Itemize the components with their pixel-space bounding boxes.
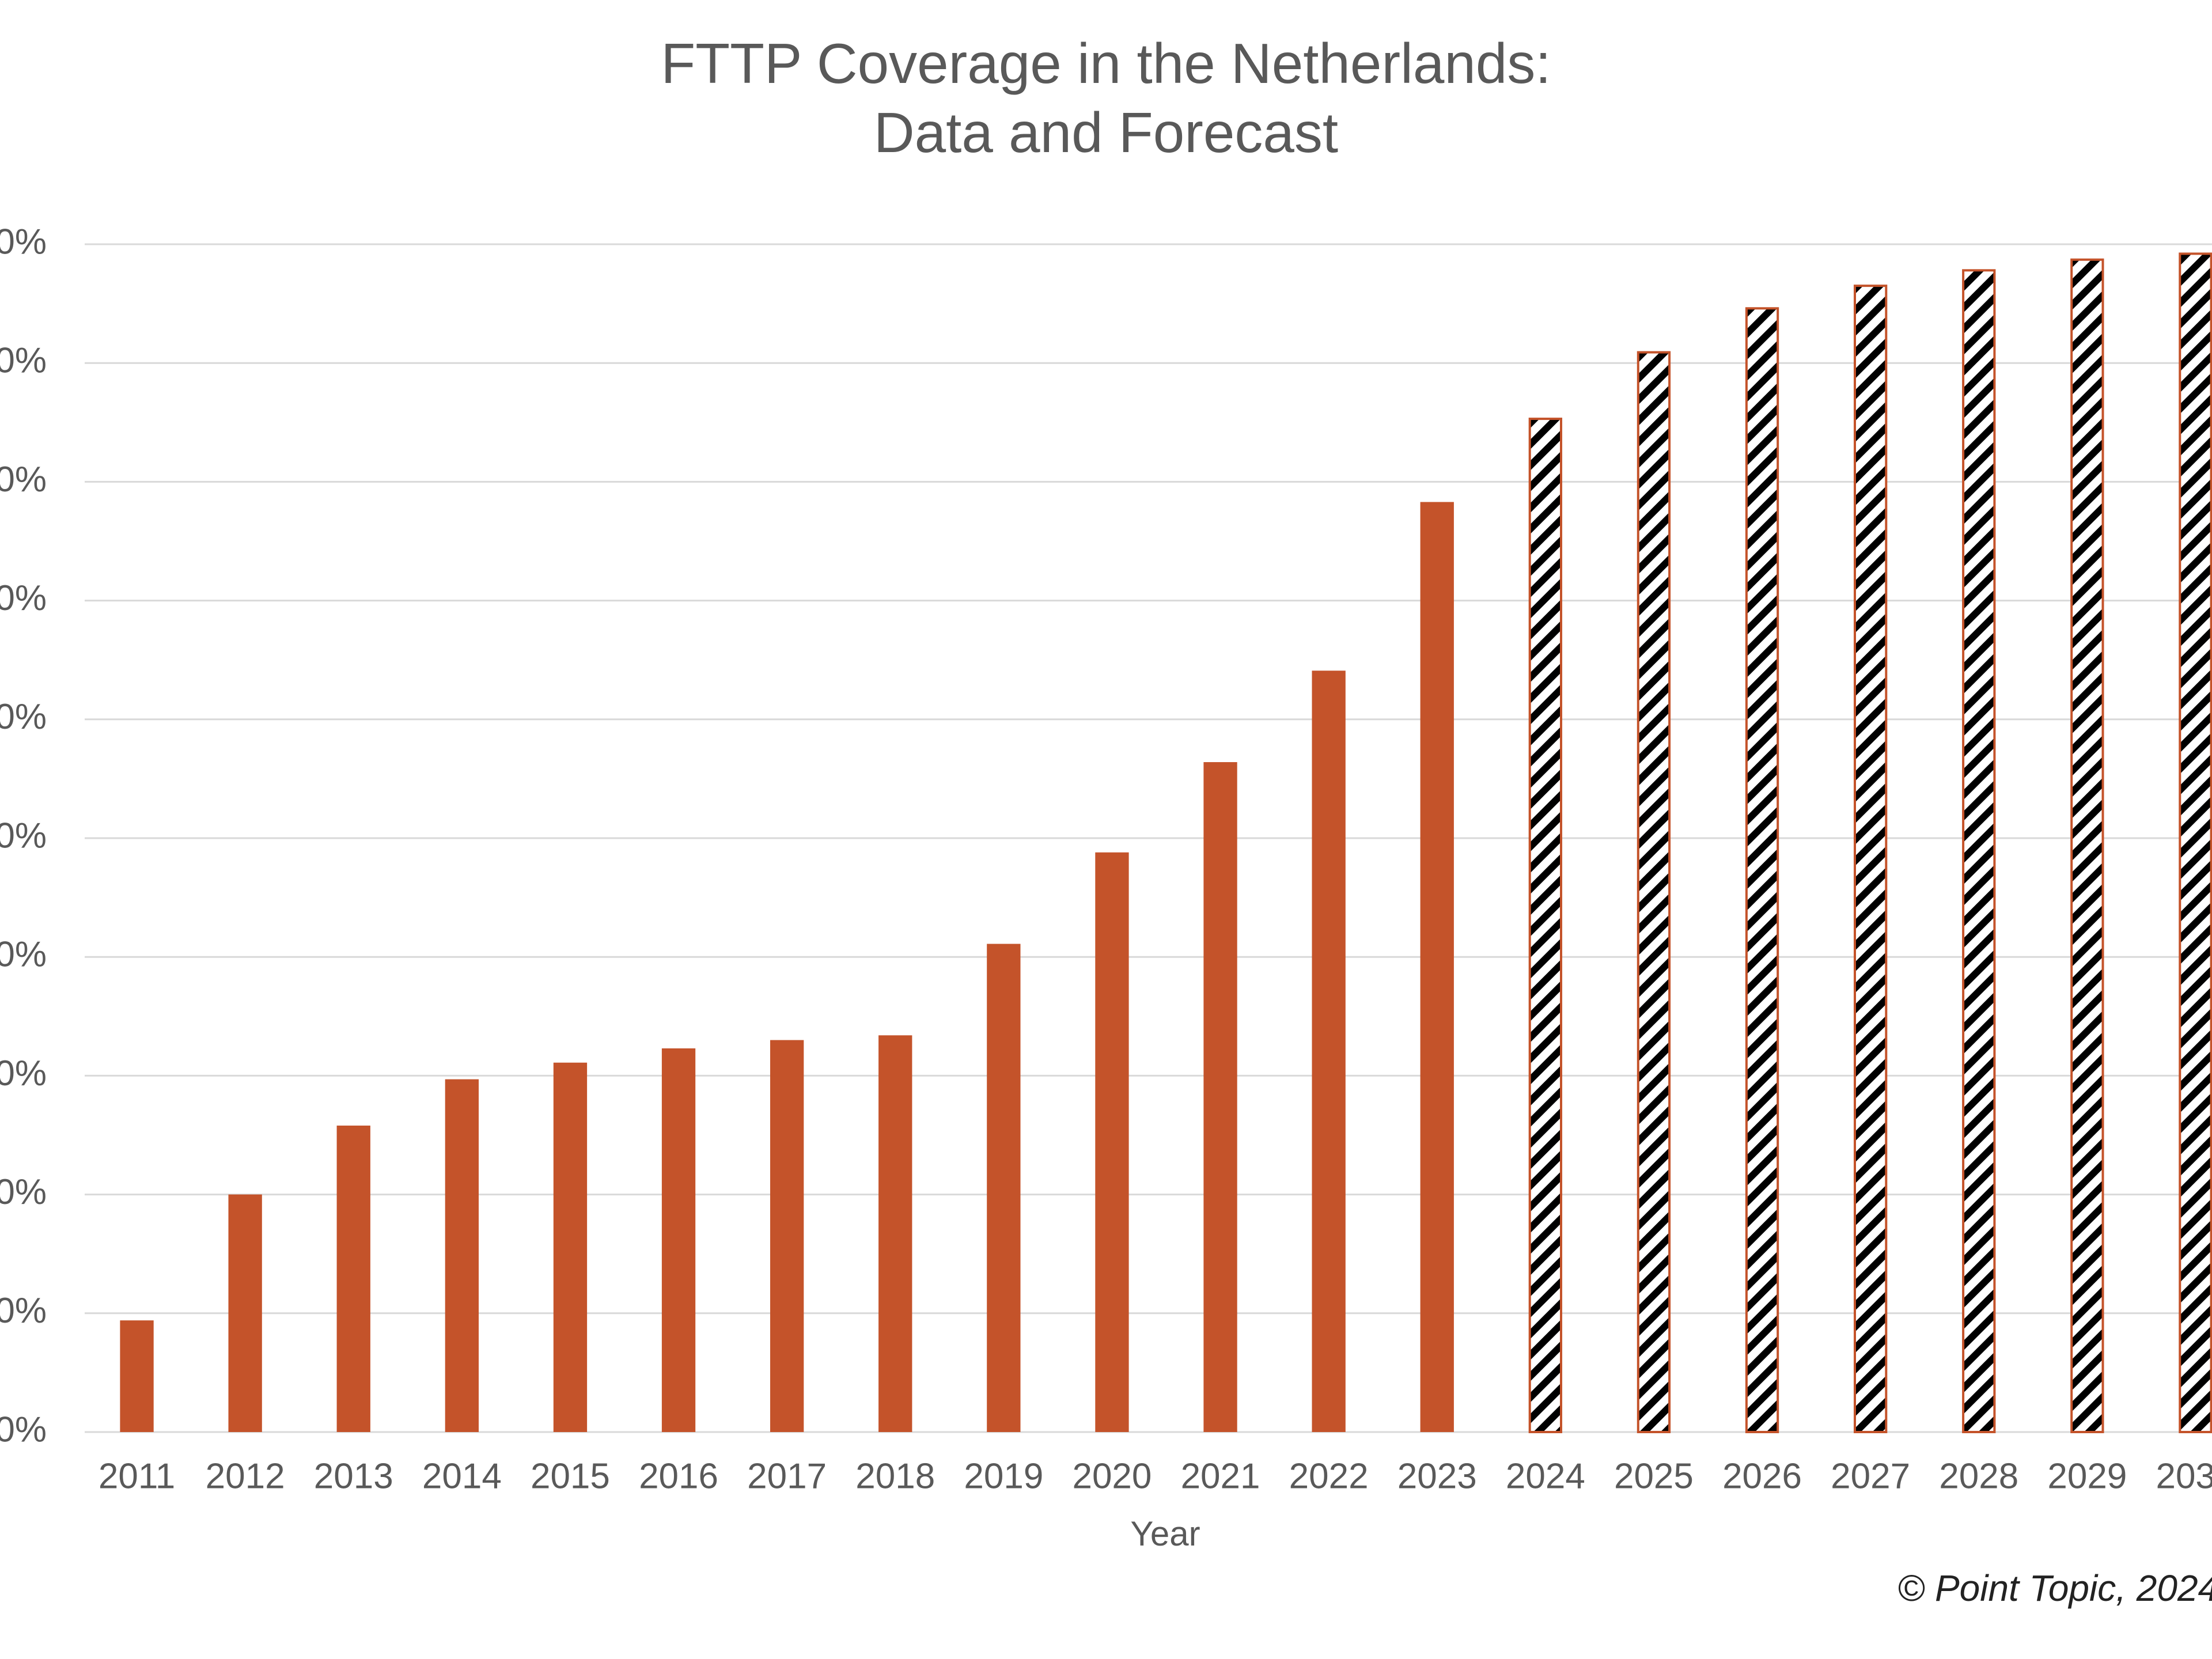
x-tick-label: 2026 xyxy=(1722,1456,1802,1496)
y-tick-label: 30% xyxy=(0,1054,47,1093)
bar xyxy=(770,1040,804,1432)
x-tick-label: 2019 xyxy=(964,1456,1043,1496)
y-tick-label: 60% xyxy=(0,697,47,737)
x-tick-label: 2020 xyxy=(1072,1456,1152,1496)
bar xyxy=(1312,671,1346,1432)
chart-title: Data and Forecast xyxy=(874,101,1338,164)
bar xyxy=(987,944,1021,1432)
bar xyxy=(1420,502,1454,1432)
y-tick-label: 80% xyxy=(0,460,47,499)
x-tick-label: 2016 xyxy=(639,1456,718,1496)
x-tick-label: 2018 xyxy=(855,1456,935,1496)
x-tick-label: 2025 xyxy=(1614,1456,1694,1496)
x-tick-label: 2027 xyxy=(1831,1456,1910,1496)
bar xyxy=(1745,307,1779,1433)
x-tick-label: 2015 xyxy=(531,1456,610,1496)
bar xyxy=(1095,852,1129,1432)
bar xyxy=(120,1320,154,1432)
y-tick-label: 100% xyxy=(0,222,47,262)
y-tick-label: 0% xyxy=(0,1410,47,1449)
y-tick-label: 70% xyxy=(0,578,47,618)
bar xyxy=(1203,762,1237,1432)
bar xyxy=(1853,285,1888,1433)
bar xyxy=(661,1048,696,1432)
x-tick-label: 2012 xyxy=(206,1456,285,1496)
bar xyxy=(445,1079,479,1432)
bar xyxy=(2070,258,2104,1433)
x-tick-label: 2011 xyxy=(99,1456,175,1496)
x-tick-label: 2024 xyxy=(1506,1456,1585,1496)
bar xyxy=(1637,351,1671,1434)
y-tick-label: 90% xyxy=(0,341,47,381)
x-tick-label: 2013 xyxy=(314,1456,393,1496)
x-tick-label: 2028 xyxy=(1939,1456,2018,1496)
x-tick-label: 2023 xyxy=(1397,1456,1477,1496)
y-tick-label: 50% xyxy=(0,816,47,855)
bar xyxy=(553,1062,588,1432)
bar xyxy=(336,1126,370,1432)
x-tick-label: 2017 xyxy=(747,1456,827,1496)
x-tick-label: 2030 xyxy=(2156,1456,2212,1496)
bar xyxy=(1528,418,1563,1433)
bar xyxy=(878,1035,912,1432)
credit: © Point Topic, 2024 xyxy=(1897,1567,2212,1609)
y-tick-label: 10% xyxy=(0,1291,47,1331)
bar xyxy=(2179,252,2212,1434)
bar xyxy=(228,1194,262,1432)
x-axis-label: Year xyxy=(1130,1514,1200,1553)
x-tick-label: 2029 xyxy=(2047,1456,2127,1496)
x-tick-label: 2022 xyxy=(1289,1456,1369,1496)
x-tick-label: 2021 xyxy=(1181,1456,1260,1496)
bar xyxy=(1962,269,1996,1433)
y-tick-label: 40% xyxy=(0,935,47,975)
x-tick-label: 2014 xyxy=(422,1456,502,1496)
y-tick-label: 20% xyxy=(0,1172,47,1212)
chart-title: FTTP Coverage in the Netherlands: xyxy=(661,32,1551,95)
